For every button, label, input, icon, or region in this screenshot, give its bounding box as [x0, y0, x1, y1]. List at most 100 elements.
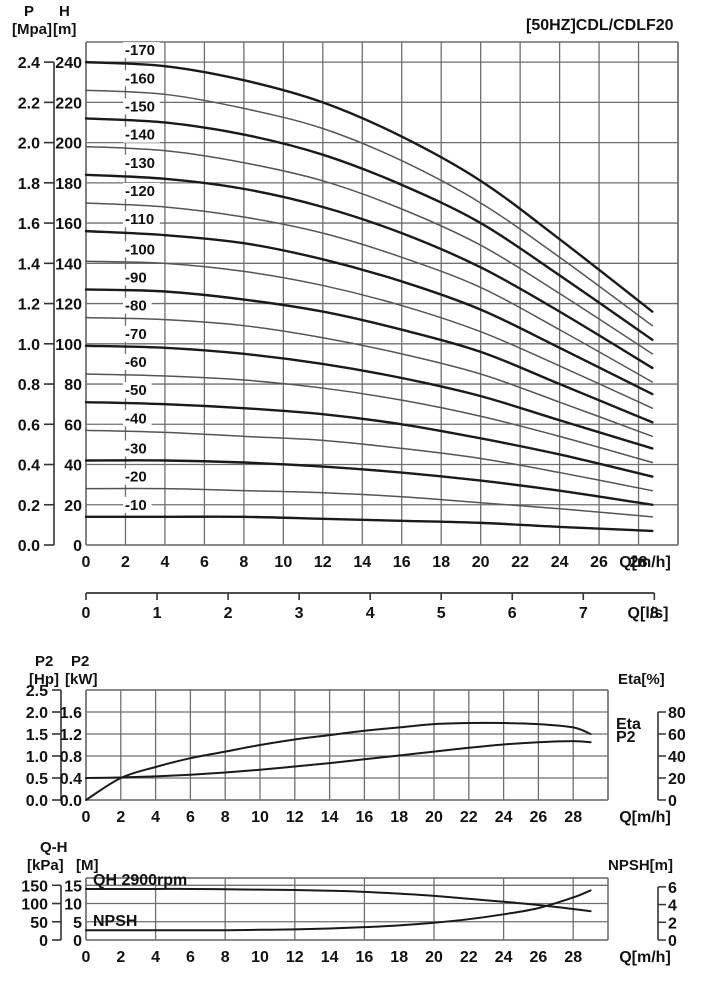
curve-label-neg140: -140	[123, 127, 160, 144]
axis-label-qls: Q[l/s]	[628, 605, 669, 622]
curve-label-neg80: -80	[123, 297, 152, 315]
tick-h-0: 0	[73, 538, 82, 555]
svg-text:-80: -80	[125, 298, 147, 315]
head-curve-neg70	[84, 344, 654, 450]
tick-m-10: 10	[64, 897, 82, 914]
series-label-npsh: NPSH	[93, 913, 137, 930]
tick-npsh-4: 4	[668, 898, 677, 915]
tick-botq-12: 12	[286, 949, 304, 966]
svg-text:-60: -60	[125, 354, 147, 371]
npsh-curve	[85, 889, 592, 932]
tick-kw-0.4: 0.4	[60, 771, 82, 788]
tick-qls-0: 0	[82, 605, 91, 622]
tick-qmh-24: 24	[551, 554, 569, 571]
head-curve-neg20	[85, 487, 654, 518]
tick-p-2.4: 2.4	[18, 55, 40, 72]
tick-h-200: 200	[55, 136, 82, 153]
top-axis-p-name: P	[24, 3, 35, 20]
tick-h-180: 180	[55, 176, 82, 193]
curve-label-neg30: -30	[123, 440, 152, 457]
bot-axis-qh-unit: [kPa]	[27, 857, 64, 874]
curve-label-neg70: -70	[123, 325, 152, 343]
bot-axis-qh-name: Q-H	[40, 839, 68, 856]
tick-h-40: 40	[64, 458, 82, 475]
tick-botq-14: 14	[321, 949, 339, 966]
tick-p-0.0: 0.0	[18, 538, 40, 555]
tick-qmh-16: 16	[393, 554, 411, 571]
curve-label-neg60: -60	[123, 353, 152, 371]
qh-curve	[85, 887, 592, 913]
tick-kpa-100: 100	[21, 897, 48, 914]
tick-h-60: 60	[64, 417, 82, 434]
tick-kw-0.0: 0.0	[60, 793, 82, 810]
tick-botq-4: 4	[151, 949, 160, 966]
tick-qls-2: 2	[224, 605, 233, 622]
tick-m-15: 15	[64, 878, 82, 895]
svg-text:-20: -20	[125, 469, 147, 486]
svg-text:-30: -30	[125, 440, 147, 457]
tick-qmh-22: 22	[511, 554, 529, 571]
tick-botq-18: 18	[390, 949, 408, 966]
tick-kpa-50: 50	[30, 915, 48, 932]
tick-midq-20: 20	[425, 809, 443, 826]
tick-midq-28: 28	[564, 809, 582, 826]
svg-text:-100: -100	[125, 241, 155, 258]
tick-h-160: 160	[55, 216, 82, 233]
curve-label-neg20: -20	[123, 468, 152, 486]
tick-botq-26: 26	[530, 949, 548, 966]
tick-qmh-6: 6	[200, 554, 209, 571]
tick-hp-1.0: 1.0	[26, 749, 48, 766]
tick-p-0.2: 0.2	[18, 498, 40, 515]
series-label-eta: Eta	[616, 716, 641, 733]
tick-midq-0: 0	[82, 809, 91, 826]
tick-midq-12: 12	[286, 809, 304, 826]
series-label-p2: P2	[616, 729, 636, 746]
tick-kw-1.2: 1.2	[60, 727, 82, 744]
tick-qmh-8: 8	[239, 554, 248, 571]
head-curve-neg50	[84, 400, 654, 478]
svg-text:-160: -160	[125, 70, 155, 87]
tick-hp-2.5: 2.5	[26, 683, 48, 700]
axis-label-botq: Q[m/h]	[619, 949, 671, 966]
bot-axis-m-unit: [M]	[76, 857, 99, 874]
series-label-qh: QH 2900rpm	[93, 872, 187, 889]
tick-p-0.6: 0.6	[18, 417, 40, 434]
tick-p-2.2: 2.2	[18, 95, 40, 112]
head-curve-neg10	[84, 515, 654, 533]
tick-kpa-0: 0	[39, 933, 48, 950]
mid-axis-p2hp-unit: [Hp]	[29, 671, 59, 688]
svg-text:-110: -110	[125, 211, 154, 228]
tick-p-1.4: 1.4	[18, 256, 40, 273]
axis-label-midq: Q[m/h]	[619, 809, 671, 826]
tick-qls-5: 5	[437, 605, 446, 622]
head-curve-neg60	[85, 373, 654, 464]
head-curve-neg130	[84, 173, 654, 370]
tick-midq-2: 2	[116, 809, 125, 826]
tick-qmh-18: 18	[432, 554, 450, 571]
tick-qmh-20: 20	[472, 554, 490, 571]
tick-eta-60: 60	[668, 727, 686, 744]
svg-text:-90: -90	[125, 269, 147, 286]
tick-eta-20: 20	[668, 771, 686, 788]
top-axis-h-name: H	[59, 3, 70, 20]
head-curve-neg90	[84, 288, 654, 424]
tick-midq-14: 14	[321, 809, 339, 826]
tick-h-140: 140	[55, 256, 82, 273]
curve-label-neg100: -100	[123, 241, 160, 258]
tick-npsh-6: 6	[668, 880, 677, 897]
tick-h-20: 20	[64, 498, 82, 515]
tick-qmh-28: 28	[630, 554, 648, 571]
curve-label-neg40: -40	[123, 410, 152, 427]
svg-text:-170: -170	[125, 42, 155, 59]
tick-kw-0.8: 0.8	[60, 749, 82, 766]
tick-botq-6: 6	[186, 949, 195, 966]
tick-qls-8: 8	[650, 605, 659, 622]
tick-eta-80: 80	[668, 705, 686, 722]
svg-text:-140: -140	[125, 127, 155, 144]
curve-label-neg50: -50	[123, 382, 152, 399]
tick-qls-4: 4	[366, 605, 375, 622]
eta-curve	[85, 721, 592, 801]
curve-label-neg150: -150	[123, 98, 160, 115]
head-curve-neg160	[85, 89, 654, 327]
